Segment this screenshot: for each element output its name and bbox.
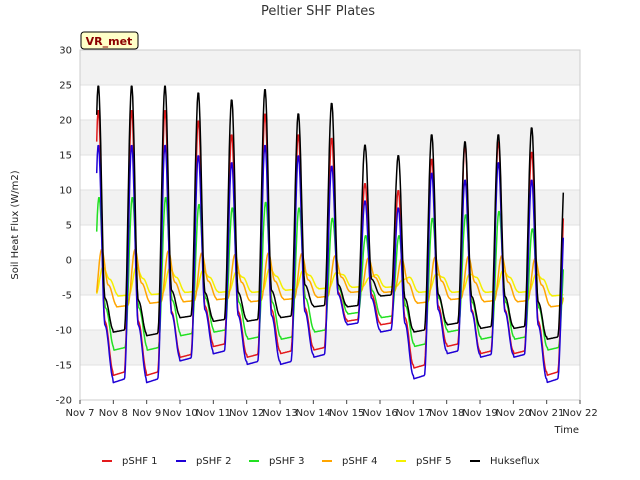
y-tick-label: 0: [66, 256, 72, 267]
x-tick-label: Nov 12: [229, 408, 264, 419]
series-line-pshf-2: [95, 144, 565, 384]
legend-label: pSHF 2: [196, 456, 232, 467]
x-axis-label: Time: [554, 425, 579, 436]
y-tick-label: 20: [59, 116, 72, 127]
vr-met-badge: VR_met: [80, 31, 139, 50]
series-line-hukseflux: [95, 85, 565, 340]
chart-title: Peltier SHF Plates: [261, 4, 375, 19]
x-tick-label: Nov 19: [462, 408, 497, 419]
y-tick-label: 10: [59, 186, 72, 197]
legend-item: pSHF 3: [249, 456, 305, 467]
x-tick-label: Nov 9: [132, 408, 161, 419]
legend-item: Hukseflux: [470, 456, 540, 467]
vr-met-badge-box: [80, 31, 139, 50]
x-tick-label: Nov 22: [562, 408, 597, 419]
y-tick-label: -20: [56, 396, 72, 407]
series-lines: [95, 85, 565, 384]
x-tick-label: Nov 14: [296, 408, 331, 419]
grid-band: [80, 330, 580, 365]
grid-band: [80, 50, 580, 85]
y-tick-label: 15: [59, 151, 72, 162]
legend: pSHF 1 pSHF 2 pSHF 3 pSHF 4 pSHF 5 Hukseflux: [102, 456, 540, 467]
x-tick-label: Nov 18: [429, 408, 464, 419]
x-tick-label: Nov 21: [529, 408, 564, 419]
x-tick-label: Nov 20: [496, 408, 531, 419]
y-axis-label: Soil Heat Flux (W/m2): [10, 170, 21, 279]
legend-item: pSHF 1: [102, 456, 158, 467]
y-tick-label: 5: [66, 221, 72, 232]
legend-label: pSHF 5: [416, 456, 452, 467]
series-line-pshf-4: [95, 248, 565, 308]
legend-item: pSHF 5: [396, 456, 452, 467]
y-tick-label: 25: [59, 81, 72, 92]
legend-item: pSHF 4: [322, 456, 378, 467]
legend-label: pSHF 3: [269, 456, 305, 467]
x-tick-label: Nov 16: [362, 408, 397, 419]
y-tick-label: -15: [56, 361, 72, 372]
x-tick-label: Nov 7: [65, 408, 94, 419]
vr-met-badge-text: VR_met: [86, 35, 133, 48]
x-tick-label: Nov 11: [196, 408, 231, 419]
x-tick-label: Nov 13: [262, 408, 297, 419]
plot-background: [80, 50, 580, 401]
legend-label: Hukseflux: [490, 456, 540, 467]
x-tick-label: Nov 15: [329, 408, 364, 419]
y-axis-ticks: -20 -15 -10 -5 0 5 10 15 20 25 30: [56, 46, 72, 407]
legend-label: pSHF 4: [342, 456, 378, 467]
plot-frame: [79, 49, 581, 401]
legend-label: pSHF 1: [122, 456, 158, 467]
y-tick-label: 30: [59, 46, 72, 57]
x-tick-label: Nov 8: [99, 408, 128, 419]
legend-item: pSHF 2: [176, 456, 232, 467]
y-tick-label: -10: [56, 326, 72, 337]
series-line-pshf-3: [95, 196, 565, 351]
x-tick-label: Nov 10: [162, 408, 197, 419]
y-tick-label: -5: [62, 291, 72, 302]
x-tick-label: Nov 17: [396, 408, 431, 419]
